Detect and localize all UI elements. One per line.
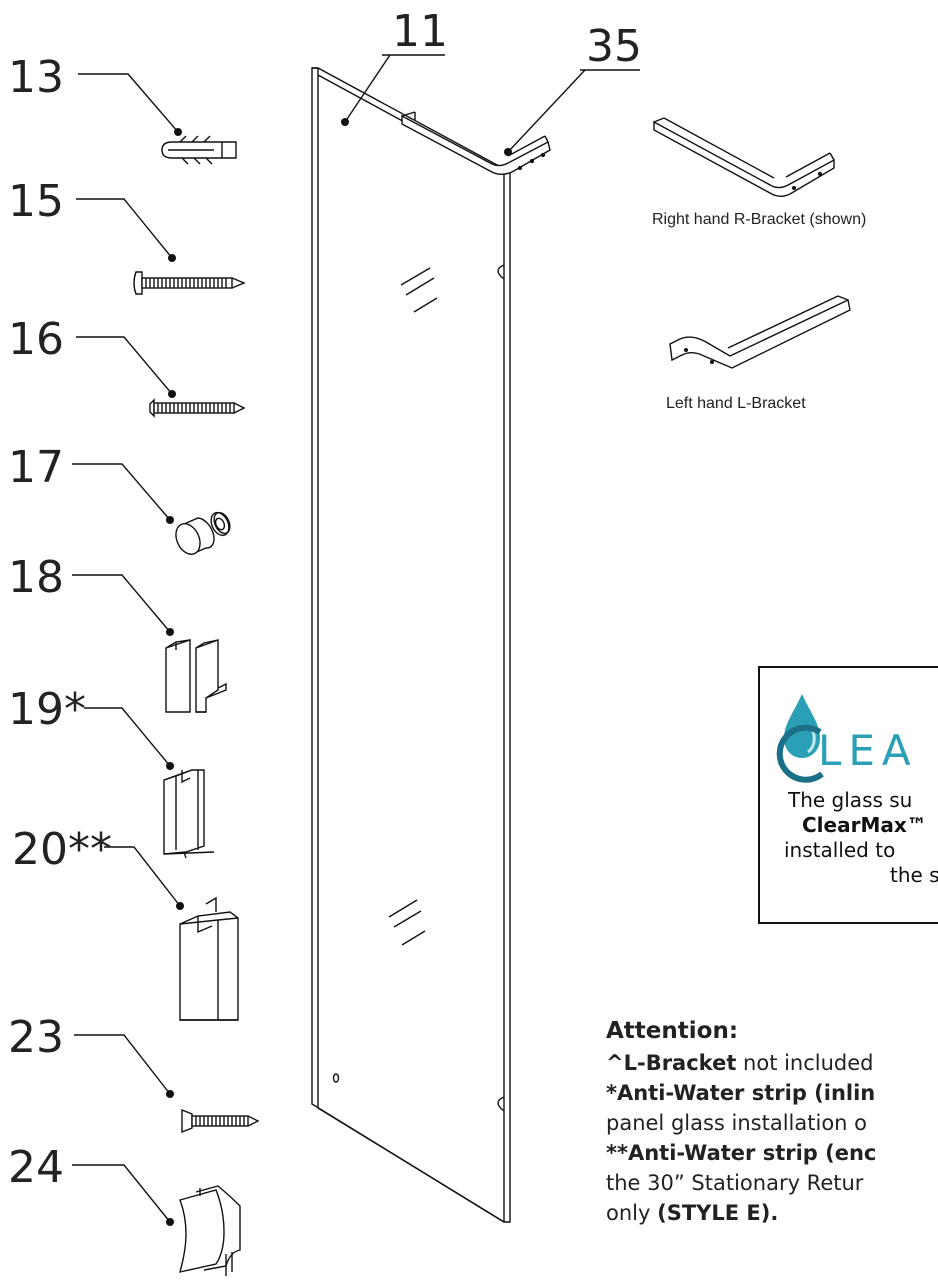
part-16-screw [149,398,246,418]
callout-18: 18 [8,552,64,603]
attention-line-6: only (STYLE E). [606,1198,938,1228]
notice-line-3: installed to [784,838,896,862]
part-24-clamp [179,1185,241,1276]
right-bracket-caption: Right hand R-Bracket (shown) [652,211,867,228]
callout-17: 17 [8,442,64,493]
callout-15: 15 [8,176,64,227]
attention-line-3: panel glass installation o [606,1111,868,1135]
notice-line-2: ClearMax™ [802,813,927,837]
callout-35: 35 [586,21,642,72]
attention-line-2: *Anti-Water strip (inlin [606,1078,938,1108]
top-bracket-35 [401,111,551,175]
inline-strip-label: *Anti-Water strip (inlin [606,1081,876,1105]
left-hand-l-bracket [669,295,851,369]
part-13-anchor [161,135,237,165]
attention-line-5: the 30” Stationary Retur [606,1171,864,1195]
glass-panel-11 [311,67,511,1223]
callout-20: 20** [12,824,112,875]
attention-notes: Attention: ^L-Bracket not included *Anti… [606,1016,938,1228]
notice-text: The glass su ClearMax™ installed to the … [760,788,938,888]
callout-19: 19* [8,684,86,735]
notice-line-4: the s [890,863,938,887]
callout-23: 23 [8,1012,64,1063]
l-bracket-note: not included [736,1051,874,1075]
leader-dots [166,118,512,1226]
style-label: (STYLE E). [657,1201,779,1225]
leader-lines [72,54,640,1223]
part-18-clip [165,639,227,713]
l-bracket-label: ^L-Bracket [606,1051,737,1075]
right-hand-r-bracket [653,117,835,197]
notice-line-1: The glass su [788,788,913,812]
style-note: only [606,1201,658,1225]
end-strip-label: **Anti-Water strip (enc [606,1141,877,1165]
attention-heading: Attention: [606,1018,739,1044]
part-15-screw [133,271,246,295]
part-19-strip [163,769,215,859]
attention-line-1: ^L-Bracket not included [606,1048,938,1078]
part-23-screw [181,1108,260,1134]
callout-24: 24 [8,1142,64,1193]
callout-16: 16 [8,314,64,365]
callout-13: 13 [8,52,64,103]
logo-wordmark: LEA [818,726,918,775]
left-bracket-caption: Left hand L-Bracket [666,395,806,412]
clearmax-notice-box: LEA The glass su ClearMax™ installed to … [758,666,938,924]
clearmax-logo [776,694,824,783]
callout-11: 11 [392,6,448,57]
part-17-cap-washer [175,511,231,555]
part-20-strip [179,896,239,1021]
attention-line-4: **Anti-Water strip (enc [606,1138,938,1168]
